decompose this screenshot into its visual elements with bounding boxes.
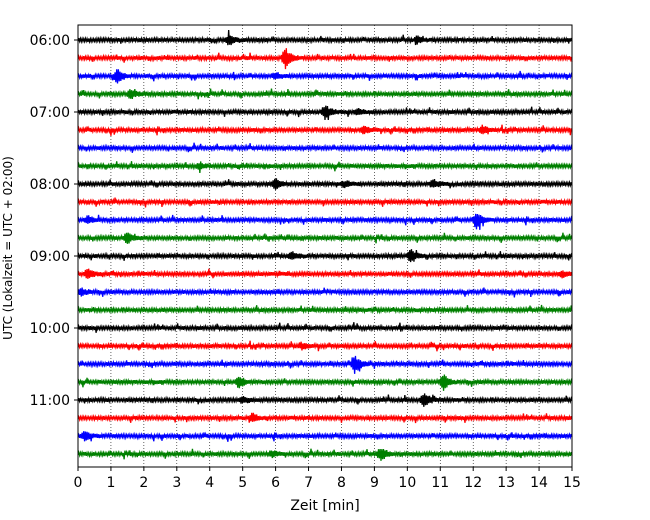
seismogram-traces bbox=[77, 30, 573, 461]
x-tick-label: 7 bbox=[304, 475, 313, 491]
seismogram-trace bbox=[77, 287, 573, 298]
y-tick-label: 07:00 bbox=[30, 105, 70, 121]
x-axis-ticks: 0 1 2 3 4 5 6 7 8 9 10 11 12 13 14 15 bbox=[74, 467, 581, 491]
seismogram-trace bbox=[77, 374, 573, 391]
seismogram-trace bbox=[77, 30, 573, 46]
y-tick-label: 10:00 bbox=[30, 321, 70, 337]
x-tick-label: 13 bbox=[497, 475, 515, 491]
seismogram-trace bbox=[77, 304, 573, 315]
x-tick-label: 1 bbox=[106, 475, 115, 491]
x-tick-label: 0 bbox=[74, 475, 83, 491]
seismogram-trace bbox=[77, 431, 573, 442]
seismogram-trace bbox=[77, 88, 573, 100]
plot-frame bbox=[77, 24, 573, 468]
x-tick-label: 15 bbox=[563, 475, 581, 491]
seismogram-trace bbox=[77, 197, 573, 208]
x-tick-label: 2 bbox=[139, 475, 148, 491]
seismogram-trace bbox=[77, 249, 573, 263]
seismogram-trace bbox=[77, 448, 573, 461]
seismogram-trace bbox=[77, 48, 573, 70]
y-tick-label: 08:00 bbox=[30, 177, 70, 193]
x-tick-label: 3 bbox=[172, 475, 181, 491]
x-tick-label: 9 bbox=[370, 475, 379, 491]
x-tick-label: 8 bbox=[337, 475, 346, 491]
x-tick-label: 11 bbox=[431, 475, 449, 491]
seismogram-trace bbox=[77, 393, 573, 407]
seismogram-trace bbox=[77, 355, 573, 374]
seismogram-trace bbox=[77, 178, 573, 190]
seismogram-trace bbox=[77, 268, 573, 279]
seismogram-trace bbox=[77, 213, 573, 230]
seismogram-trace bbox=[77, 69, 573, 84]
y-axis-ticks: 06:00 07:00 08:00 09:00 10:00 11:00 bbox=[30, 33, 78, 409]
x-axis-label: Zeit [min] bbox=[290, 498, 359, 514]
seismogram-trace bbox=[77, 105, 573, 121]
seismogram-trace bbox=[77, 232, 573, 244]
x-tick-label: 6 bbox=[271, 475, 280, 491]
x-tick-label: 5 bbox=[238, 475, 247, 491]
y-axis-label: UTC (Lokalzeit = UTC + 02:00) bbox=[1, 156, 15, 340]
y-tick-label: 09:00 bbox=[30, 249, 70, 265]
y-tick-label: 06:00 bbox=[30, 33, 70, 49]
x-tick-label: 12 bbox=[464, 475, 482, 491]
x-tick-label: 14 bbox=[530, 475, 548, 491]
seismogram-trace bbox=[77, 322, 573, 333]
seismogram-trace bbox=[77, 412, 573, 424]
y-tick-label: 11:00 bbox=[30, 393, 70, 409]
x-tick-label: 10 bbox=[398, 475, 416, 491]
seismogram-trace bbox=[77, 340, 573, 352]
seismogram-trace bbox=[77, 161, 573, 174]
seismogram-trace bbox=[77, 124, 573, 136]
seismogram-trace bbox=[77, 142, 573, 153]
x-tick-label: 4 bbox=[205, 475, 214, 491]
